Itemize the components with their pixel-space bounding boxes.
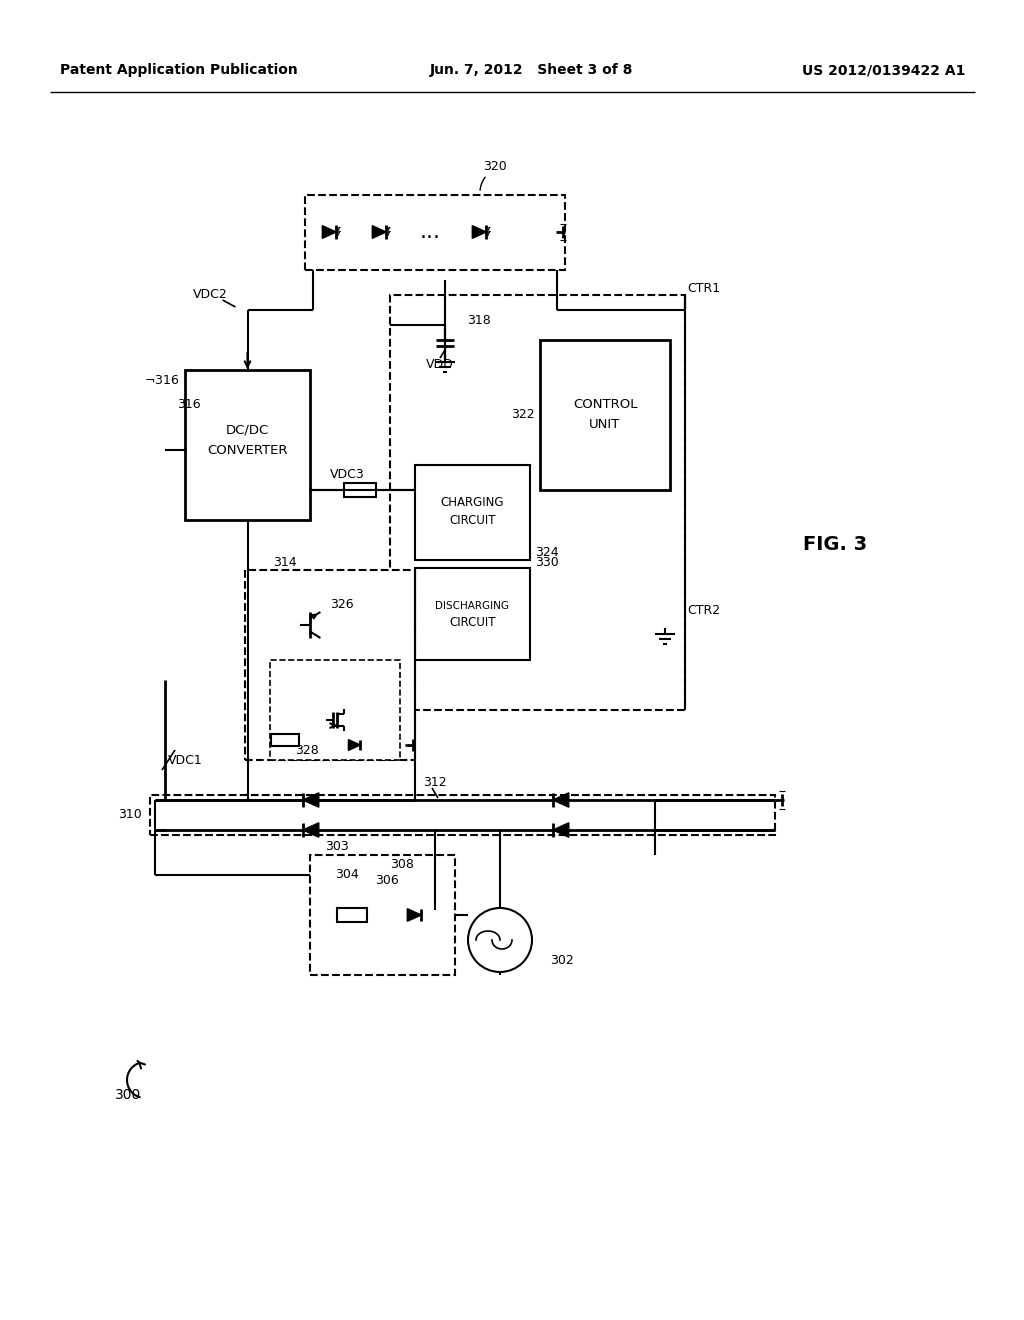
Text: 318: 318 — [467, 314, 490, 327]
Text: 308: 308 — [390, 858, 414, 871]
Polygon shape — [303, 822, 318, 837]
Text: 300: 300 — [115, 1088, 141, 1102]
Polygon shape — [408, 908, 421, 921]
Bar — [310, 855, 455, 975]
Text: 316: 316 — [177, 399, 201, 412]
Text: CIRCUIT: CIRCUIT — [450, 616, 496, 630]
Bar — [337, 908, 367, 921]
Text: 312: 312 — [423, 776, 446, 788]
Polygon shape — [303, 793, 318, 808]
Text: CIRCUIT: CIRCUIT — [450, 513, 496, 527]
Text: CTR1: CTR1 — [687, 282, 720, 296]
Text: 326: 326 — [330, 598, 353, 611]
Text: CTR2: CTR2 — [687, 603, 720, 616]
Text: 322: 322 — [511, 408, 535, 421]
Polygon shape — [373, 226, 386, 239]
Text: 304: 304 — [335, 869, 358, 882]
Bar — [271, 734, 299, 746]
Text: 310: 310 — [118, 808, 142, 821]
Bar — [390, 294, 685, 710]
Text: CONTROL: CONTROL — [572, 399, 637, 412]
Bar — [270, 660, 400, 760]
Text: CHARGING: CHARGING — [440, 496, 504, 510]
Text: ...: ... — [420, 222, 440, 242]
Text: VDC3: VDC3 — [330, 469, 365, 482]
Text: 302: 302 — [550, 953, 573, 966]
Text: FIG. 3: FIG. 3 — [803, 536, 867, 554]
Text: 324: 324 — [535, 545, 559, 558]
Text: Patent Application Publication: Patent Application Publication — [60, 63, 298, 77]
Text: VDC2: VDC2 — [193, 289, 227, 301]
Bar — [305, 195, 565, 271]
Polygon shape — [472, 226, 486, 239]
Text: $\neg$316: $\neg$316 — [144, 374, 180, 387]
Text: 330: 330 — [535, 557, 559, 569]
Bar — [185, 370, 310, 520]
Bar — [415, 568, 530, 660]
Text: VDC1: VDC1 — [168, 754, 203, 767]
Text: VDD: VDD — [426, 359, 454, 371]
Text: 320: 320 — [483, 161, 507, 173]
Bar — [540, 341, 670, 490]
Polygon shape — [323, 226, 336, 239]
Polygon shape — [553, 793, 568, 808]
Text: DISCHARGING: DISCHARGING — [435, 601, 510, 611]
Bar — [415, 465, 530, 560]
Text: 306: 306 — [375, 874, 398, 887]
Text: US 2012/0139422 A1: US 2012/0139422 A1 — [802, 63, 965, 77]
Text: Jun. 7, 2012   Sheet 3 of 8: Jun. 7, 2012 Sheet 3 of 8 — [430, 63, 634, 77]
Text: 328: 328 — [295, 743, 318, 756]
Polygon shape — [348, 739, 360, 750]
Text: CONVERTER: CONVERTER — [207, 444, 288, 457]
Text: 303: 303 — [325, 841, 349, 854]
Text: DC/DC: DC/DC — [226, 424, 269, 437]
Bar — [245, 570, 415, 760]
Bar — [150, 795, 775, 836]
Polygon shape — [553, 822, 568, 837]
Bar — [344, 483, 376, 498]
Text: UNIT: UNIT — [590, 418, 621, 432]
Text: 314: 314 — [273, 556, 297, 569]
